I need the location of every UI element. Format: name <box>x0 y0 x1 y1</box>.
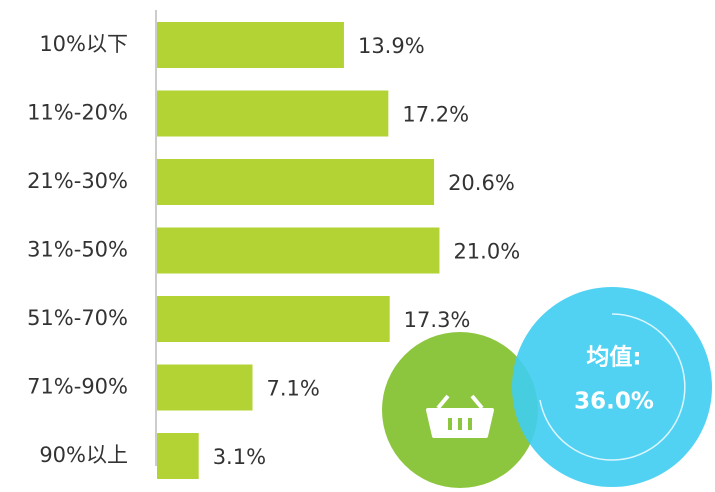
value-label: 7.1% <box>266 377 319 401</box>
category-label: 51%-70% <box>27 306 128 330</box>
bar <box>157 159 435 205</box>
category-label: 31%-50% <box>27 238 128 262</box>
category-label: 90%以上 <box>39 443 128 467</box>
value-label: 20.6% <box>448 171 515 195</box>
average-ring <box>539 313 686 461</box>
value-label: 13.9% <box>358 34 425 58</box>
value-label: 17.2% <box>402 103 469 127</box>
bar <box>157 433 199 479</box>
value-label: 3.1% <box>213 445 266 469</box>
average-value: 36.0% <box>574 389 654 415</box>
value-label: 17.3% <box>404 308 471 332</box>
bar <box>157 364 253 411</box>
bar <box>157 227 440 274</box>
bar <box>157 296 390 342</box>
category-label: 71%-90% <box>27 375 128 399</box>
bar <box>157 90 389 137</box>
average-circle <box>512 287 712 487</box>
basket-icon <box>426 394 494 438</box>
bar <box>157 22 344 68</box>
category-label: 11%-20% <box>27 101 128 125</box>
category-label: 21%-30% <box>27 169 128 193</box>
average-label: 均值: <box>586 344 641 371</box>
value-label: 21.0% <box>453 240 520 264</box>
bars: 10%以下 13.9% 11%-20% 17.2% 21%-30% 20.6% 31%-50… <box>27 22 520 479</box>
category-label: 10%以下 <box>39 32 128 56</box>
